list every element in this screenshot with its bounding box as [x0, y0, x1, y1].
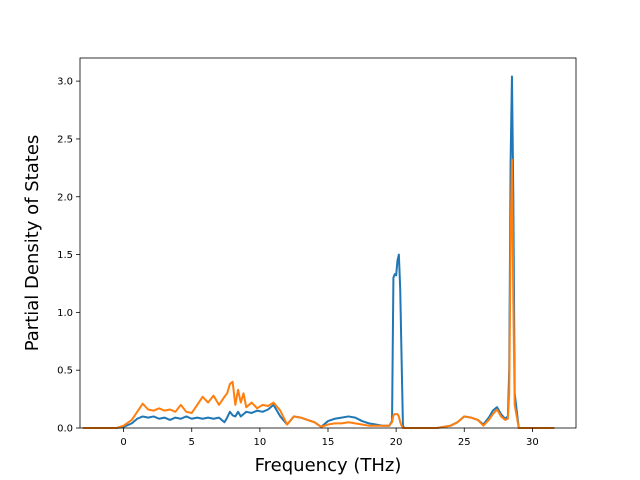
y-axis-label: Partial Density of States — [22, 135, 43, 352]
y-tick-label: 1.0 — [57, 308, 73, 319]
y-tick-label: 2.0 — [57, 192, 73, 203]
y-tick-label: 2.5 — [57, 134, 73, 145]
x-tick-label: 10 — [254, 437, 267, 448]
x-tick-label: 15 — [322, 437, 335, 448]
x-tick-label: 20 — [390, 437, 403, 448]
plot-frame — [79, 57, 577, 429]
y-tick-label: 1.5 — [57, 250, 73, 261]
plot-area — [82, 75, 555, 429]
x-tick-label: 30 — [526, 437, 539, 448]
x-tick-label: 5 — [189, 437, 195, 448]
y-tick-label: 3.0 — [57, 77, 73, 88]
x-axis-label: Frequency (THz) — [255, 455, 402, 476]
series-line-1 — [82, 75, 555, 429]
y-tick-label: 0.0 — [57, 424, 73, 435]
series-line-2 — [82, 158, 555, 429]
y-axis: 0.0 0.5 1.0 1.5 2.0 2.5 3.0 — [57, 77, 80, 435]
x-axis: 0 5 10 15 20 25 30 — [120, 428, 539, 448]
x-tick-label: 0 — [120, 437, 126, 448]
x-tick-label: 25 — [458, 437, 471, 448]
y-tick-label: 0.5 — [57, 366, 73, 377]
